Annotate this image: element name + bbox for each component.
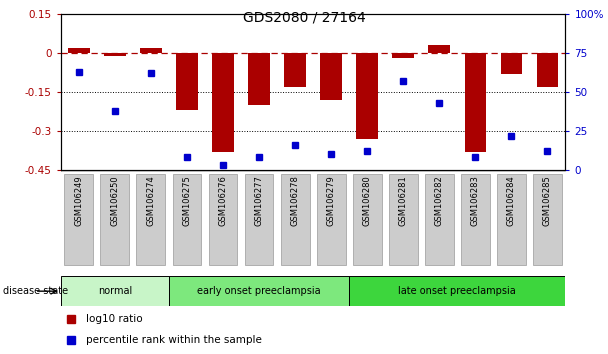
Text: GSM106284: GSM106284: [507, 175, 516, 225]
FancyBboxPatch shape: [497, 174, 526, 265]
Bar: [500, 53, 522, 74]
FancyBboxPatch shape: [61, 276, 169, 306]
FancyBboxPatch shape: [209, 174, 237, 265]
Text: GSM106250: GSM106250: [111, 175, 119, 225]
Text: GSM106277: GSM106277: [255, 175, 263, 226]
FancyBboxPatch shape: [349, 276, 565, 306]
FancyBboxPatch shape: [100, 174, 130, 265]
Text: early onset preeclampsia: early onset preeclampsia: [197, 286, 321, 296]
FancyBboxPatch shape: [353, 174, 382, 265]
FancyBboxPatch shape: [136, 174, 165, 265]
FancyBboxPatch shape: [64, 174, 93, 265]
Text: GSM106278: GSM106278: [291, 175, 300, 226]
FancyBboxPatch shape: [461, 174, 490, 265]
Text: GSM106275: GSM106275: [182, 175, 192, 225]
FancyBboxPatch shape: [533, 174, 562, 265]
Bar: [356, 53, 378, 139]
FancyBboxPatch shape: [244, 174, 274, 265]
Text: log10 ratio: log10 ratio: [86, 314, 143, 324]
Text: percentile rank within the sample: percentile rank within the sample: [86, 335, 262, 345]
Text: GSM106276: GSM106276: [218, 175, 227, 226]
Text: GSM106274: GSM106274: [147, 175, 156, 225]
FancyBboxPatch shape: [281, 174, 309, 265]
Bar: [320, 53, 342, 100]
Text: normal: normal: [98, 286, 132, 296]
Bar: [537, 53, 558, 87]
FancyBboxPatch shape: [173, 174, 201, 265]
Bar: [465, 53, 486, 152]
FancyBboxPatch shape: [425, 174, 454, 265]
Text: GSM106282: GSM106282: [435, 175, 444, 225]
Text: GSM106281: GSM106281: [399, 175, 408, 225]
Text: GSM106280: GSM106280: [363, 175, 371, 225]
Bar: [68, 48, 89, 53]
Bar: [392, 53, 414, 58]
FancyBboxPatch shape: [389, 174, 418, 265]
Bar: [104, 53, 126, 56]
Bar: [176, 53, 198, 110]
Text: GSM106283: GSM106283: [471, 175, 480, 226]
Bar: [429, 45, 450, 53]
Bar: [248, 53, 270, 105]
Text: GSM106285: GSM106285: [543, 175, 552, 225]
Text: GDS2080 / 27164: GDS2080 / 27164: [243, 11, 365, 25]
FancyBboxPatch shape: [169, 276, 349, 306]
Bar: [285, 53, 306, 87]
Text: late onset preeclampsia: late onset preeclampsia: [398, 286, 516, 296]
Bar: [212, 53, 234, 152]
Text: disease state: disease state: [3, 286, 68, 296]
FancyBboxPatch shape: [317, 174, 345, 265]
Text: GSM106279: GSM106279: [326, 175, 336, 225]
Bar: [140, 48, 162, 53]
Text: GSM106249: GSM106249: [74, 175, 83, 225]
